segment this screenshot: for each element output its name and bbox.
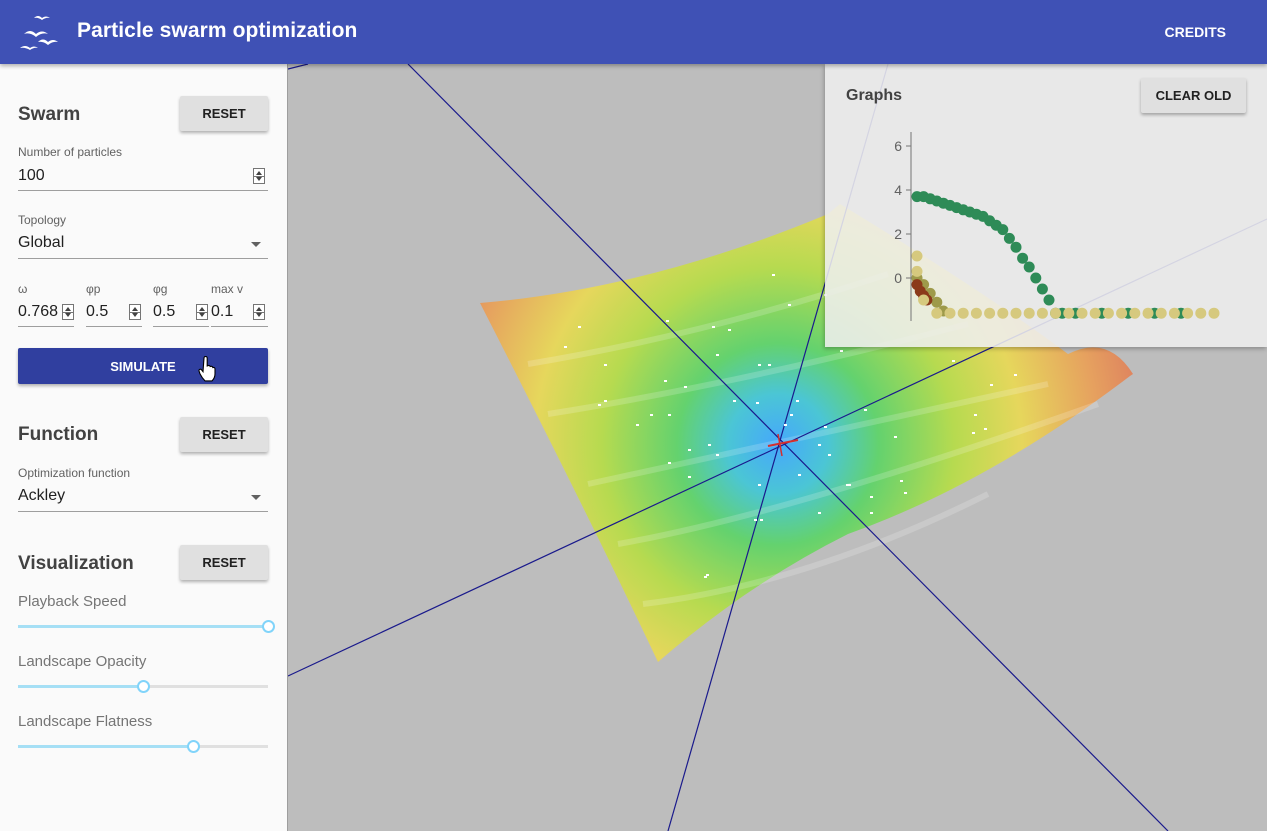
visualization-title: Visualization	[18, 553, 134, 574]
data-point	[957, 307, 969, 319]
particles	[564, 274, 1017, 578]
app-title: Particle swarm optimization	[77, 19, 358, 42]
data-point	[1168, 307, 1180, 319]
data-point	[1089, 307, 1101, 319]
data-point	[1063, 307, 1075, 319]
max-v-input[interactable]: 0.1	[211, 303, 234, 320]
phi-g-stepper[interactable]	[196, 304, 208, 320]
landscape-opacity-slider[interactable]	[18, 680, 268, 693]
topology-label: Topology	[18, 213, 67, 227]
data-point	[1010, 307, 1022, 319]
graph-plot: 6 4 2 0	[894, 132, 1220, 321]
data-point	[911, 250, 923, 262]
hand-cursor-icon	[198, 356, 216, 382]
chevron-down-icon[interactable]	[251, 242, 261, 247]
omega-input[interactable]: 0.768	[18, 303, 59, 320]
data-point	[997, 307, 1009, 319]
data-point	[1017, 252, 1029, 264]
data-point	[911, 265, 923, 277]
data-point	[970, 307, 982, 319]
birds-logo-icon	[20, 16, 58, 50]
phi-g-label: φg	[153, 282, 168, 296]
clear-old-button[interactable]: CLEAR OLD	[1141, 78, 1246, 113]
data-point	[1076, 307, 1088, 319]
data-point	[1116, 307, 1128, 319]
landscape-opacity-label: Landscape Opacity	[18, 653, 147, 670]
phi-p-label: φp	[86, 282, 101, 296]
omega-stepper[interactable]	[62, 304, 74, 320]
landscape-flatness-slider[interactable]	[18, 740, 268, 753]
slider-thumb[interactable]	[187, 740, 200, 753]
opt-function-label: Optimization function	[18, 466, 131, 480]
data-point	[1030, 272, 1042, 284]
data-point	[997, 224, 1009, 236]
simulate-button[interactable]: SIMULATE	[18, 348, 268, 384]
y-tick-label: 6	[894, 138, 902, 154]
phi-p-input[interactable]: 0.5	[86, 303, 109, 320]
data-point	[944, 307, 956, 319]
graphs-panel: 6 4 2 0 Graphs CLEAR OLD	[825, 64, 1267, 347]
data-point	[1195, 307, 1207, 319]
opt-function-select[interactable]: Ackley	[18, 487, 66, 504]
data-point	[1036, 283, 1048, 295]
data-point	[984, 307, 996, 319]
data-point	[1010, 241, 1022, 253]
visualization-reset-button[interactable]: RESET	[180, 545, 268, 580]
data-point	[1182, 307, 1194, 319]
particles-label: Number of particles	[18, 145, 123, 159]
data-point	[1023, 307, 1035, 319]
data-point	[1129, 307, 1141, 319]
data-point	[1003, 232, 1015, 244]
function-reset-button[interactable]: RESET	[180, 417, 268, 452]
slider-thumb[interactable]	[137, 680, 150, 693]
data-point	[1102, 307, 1114, 319]
data-point	[918, 294, 930, 306]
swarm-title: Swarm	[18, 104, 81, 125]
y-tick-label: 2	[894, 226, 902, 242]
data-point	[931, 296, 943, 308]
data-point	[1023, 261, 1035, 273]
data-point	[1043, 294, 1055, 306]
particles-stepper[interactable]	[253, 168, 265, 184]
landscape-flatness-label: Landscape Flatness	[18, 713, 153, 730]
max-v-stepper[interactable]	[253, 304, 265, 320]
graphs-title: Graphs	[846, 87, 903, 104]
topology-select[interactable]: Global	[18, 234, 65, 251]
swarm-reset-button[interactable]: RESET	[180, 96, 268, 131]
data-point	[931, 307, 943, 319]
y-tick-label: 4	[894, 182, 902, 198]
app-bar: Particle swarm optimization CREDITS	[0, 0, 1267, 64]
data-point	[1050, 307, 1062, 319]
credits-button[interactable]: CREDITS	[1164, 24, 1226, 40]
playback-speed-slider[interactable]	[18, 620, 275, 633]
chevron-down-icon[interactable]	[251, 495, 261, 500]
data-point	[1036, 307, 1048, 319]
omega-label: ω	[18, 282, 28, 296]
data-point	[1208, 307, 1220, 319]
y-tick-label: 0	[894, 270, 902, 286]
phi-p-stepper[interactable]	[129, 304, 141, 320]
function-title: Function	[18, 424, 99, 445]
data-point	[1142, 307, 1154, 319]
max-v-label: max v	[211, 282, 244, 296]
phi-g-input[interactable]: 0.5	[153, 303, 176, 320]
data-point	[1155, 307, 1167, 319]
particles-input[interactable]: 100	[18, 167, 45, 184]
playback-speed-label: Playback Speed	[18, 593, 127, 610]
sidebar: Swarm RESET Number of particles 100 Topo…	[0, 64, 288, 831]
slider-thumb[interactable]	[262, 620, 275, 633]
